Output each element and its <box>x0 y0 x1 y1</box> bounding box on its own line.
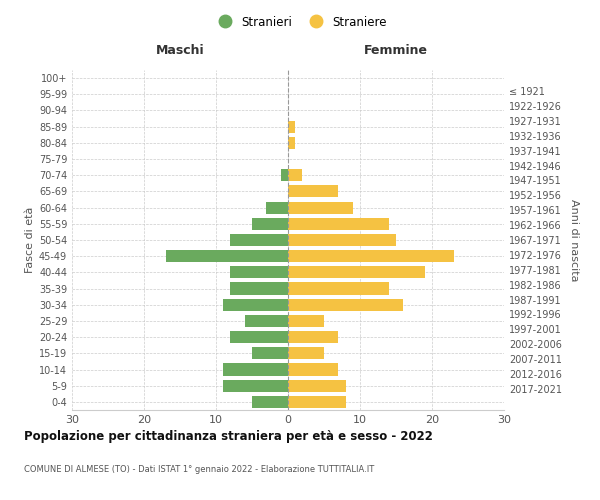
Bar <box>288 250 454 262</box>
Bar <box>252 396 288 408</box>
Bar <box>245 315 288 327</box>
Bar <box>223 364 288 376</box>
Text: Femmine: Femmine <box>364 44 428 57</box>
Bar <box>288 266 425 278</box>
Bar <box>288 202 353 213</box>
Bar <box>288 298 403 311</box>
Bar <box>288 234 396 246</box>
Text: Popolazione per cittadinanza straniera per età e sesso - 2022: Popolazione per cittadinanza straniera p… <box>24 430 433 443</box>
Bar <box>288 282 389 294</box>
Bar <box>223 298 288 311</box>
Bar <box>288 120 295 132</box>
Bar <box>230 282 288 294</box>
Bar <box>230 234 288 246</box>
Legend: Stranieri, Straniere: Stranieri, Straniere <box>208 11 392 34</box>
Bar <box>288 331 338 343</box>
Bar <box>230 266 288 278</box>
Bar <box>288 315 324 327</box>
Bar <box>288 380 346 392</box>
Bar <box>288 364 338 376</box>
Bar <box>230 331 288 343</box>
Text: COMUNE DI ALMESE (TO) - Dati ISTAT 1° gennaio 2022 - Elaborazione TUTTITALIA.IT: COMUNE DI ALMESE (TO) - Dati ISTAT 1° ge… <box>24 465 374 474</box>
Bar <box>252 218 288 230</box>
Bar <box>223 380 288 392</box>
Bar <box>166 250 288 262</box>
Bar <box>288 186 338 198</box>
Bar <box>252 348 288 360</box>
Bar <box>288 396 346 408</box>
Y-axis label: Anni di nascita: Anni di nascita <box>569 198 578 281</box>
Text: Maschi: Maschi <box>155 44 205 57</box>
Bar <box>281 169 288 181</box>
Bar <box>288 169 302 181</box>
Y-axis label: Fasce di età: Fasce di età <box>25 207 35 273</box>
Bar <box>266 202 288 213</box>
Bar <box>288 218 389 230</box>
Bar <box>288 137 295 149</box>
Bar <box>288 348 324 360</box>
